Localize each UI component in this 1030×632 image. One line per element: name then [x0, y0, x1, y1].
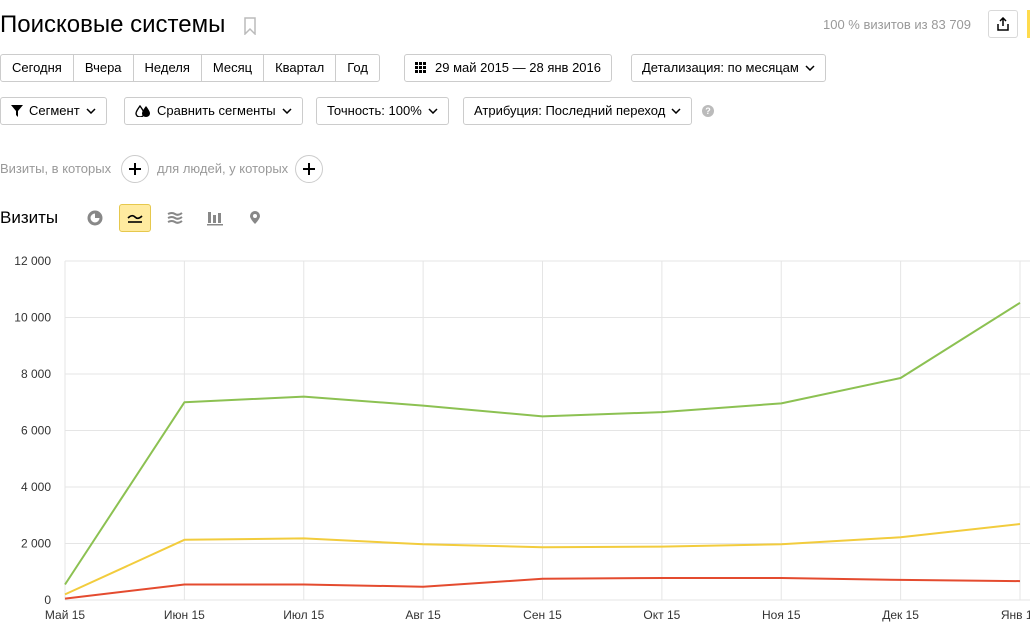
pie-chart-icon: [87, 210, 103, 226]
detail-label: Детализация: по месяцам: [642, 60, 799, 75]
filter-icon: [11, 105, 23, 117]
y-tick-label: 10 000: [14, 311, 51, 325]
detail-dropdown[interactable]: Детализация: по месяцам: [631, 54, 826, 82]
metric-title: Визиты: [0, 208, 59, 227]
map-icon: [250, 211, 260, 224]
y-tick-label: 4 000: [21, 480, 51, 494]
y-tick-label: 8 000: [21, 367, 51, 381]
x-tick-label: Окт 15: [643, 608, 680, 622]
visits-summary: 100 % визитов из 83 709: [823, 17, 972, 32]
compare-label: Сравнить сегменты: [157, 103, 276, 118]
share-button[interactable]: [988, 10, 1018, 38]
y-tick-label: 12 000: [14, 254, 51, 268]
x-tick-label: Дек 15: [882, 608, 919, 622]
period-today-button[interactable]: Сегодня: [1, 55, 74, 81]
help-icon[interactable]: ?: [702, 105, 714, 117]
period-yesterday-button[interactable]: Вчера: [74, 55, 134, 81]
share-icon: [997, 17, 1009, 31]
period-week-button[interactable]: Неделя: [134, 55, 202, 81]
y-tick-label: 2 000: [21, 537, 51, 551]
x-tick-label: Авг 15: [405, 608, 441, 622]
accuracy-label: Точность: 100%: [327, 103, 422, 118]
chevron-down-icon: [805, 65, 815, 71]
attribution-label: Атрибуция: Последний переход: [474, 103, 666, 118]
line-chart-button[interactable]: [119, 204, 151, 232]
visits-line-chart: 0 2 000 4 000 6 000 8 000 10 000 12 000 Май 15 И…: [14, 254, 1030, 622]
bar-chart-icon: [207, 212, 223, 226]
x-tick-label: Янв 16: [1001, 608, 1030, 622]
series-line-1: [64, 301, 1021, 586]
chevron-down-icon: [86, 108, 96, 114]
x-tick-label: Июл 15: [283, 608, 324, 622]
period-year-button[interactable]: Год: [347, 60, 368, 75]
chevron-down-icon: [282, 108, 292, 114]
segment-label: Сегмент: [29, 103, 80, 118]
x-tick-label: Сен 15: [523, 608, 562, 622]
bookmark-icon[interactable]: [244, 17, 256, 35]
filter-people-label: для людей, у которых: [157, 161, 289, 176]
y-tick-label: 6 000: [21, 424, 51, 438]
chevron-down-icon: [671, 108, 681, 114]
line-chart-icon: [127, 214, 143, 223]
area-chart-button[interactable]: [159, 204, 191, 232]
bar-chart-button[interactable]: [199, 204, 231, 232]
add-people-condition-button[interactable]: [295, 155, 323, 183]
date-range-label: 29 май 2015 — 28 янв 2016: [435, 60, 601, 75]
compare-drops-icon: [135, 105, 150, 117]
area-chart-icon: [167, 212, 183, 224]
period-month-button[interactable]: Месяц: [202, 55, 265, 81]
map-button[interactable]: [239, 204, 271, 232]
x-tick-label: Июн 15: [164, 608, 205, 622]
series-line-2: [64, 523, 1021, 596]
chevron-down-icon: [428, 108, 438, 114]
x-tick-label: Май 15: [45, 608, 86, 622]
segment-dropdown[interactable]: Сегмент: [0, 97, 107, 125]
x-tick-label: Ноя 15: [762, 608, 801, 622]
pie-chart-button[interactable]: [79, 204, 111, 232]
filter-visits-label: Визиты, в которых: [0, 161, 112, 176]
series-line-3: [64, 577, 1021, 600]
attribution-dropdown[interactable]: Атрибуция: Последний переход: [463, 97, 693, 125]
y-tick-label: 0: [44, 593, 51, 607]
page-title: Поисковые системы: [0, 11, 226, 38]
add-visit-condition-button[interactable]: [121, 155, 149, 183]
edge-accent: [1027, 10, 1030, 38]
compare-segments-dropdown[interactable]: Сравнить сегменты: [124, 97, 303, 125]
calendar-icon: [415, 62, 426, 73]
date-range-button[interactable]: 29 май 2015 — 28 янв 2016: [404, 54, 612, 82]
accuracy-dropdown[interactable]: Точность: 100%: [316, 97, 449, 125]
period-selector: Сегодня Вчера Неделя Месяц Квартал Год: [0, 54, 380, 82]
period-quarter-button[interactable]: Квартал: [264, 55, 337, 81]
